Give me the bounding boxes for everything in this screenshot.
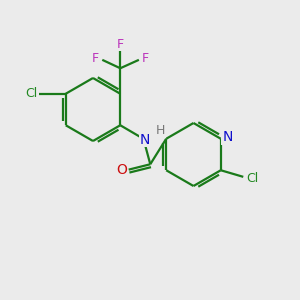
Text: Cl: Cl xyxy=(25,87,37,100)
Text: O: O xyxy=(117,163,128,177)
Text: N: N xyxy=(140,133,150,147)
Text: H: H xyxy=(156,124,165,137)
Text: N: N xyxy=(222,130,233,144)
Text: F: F xyxy=(142,52,149,65)
Text: Cl: Cl xyxy=(246,172,258,185)
Text: F: F xyxy=(92,52,99,65)
Text: F: F xyxy=(117,38,124,51)
